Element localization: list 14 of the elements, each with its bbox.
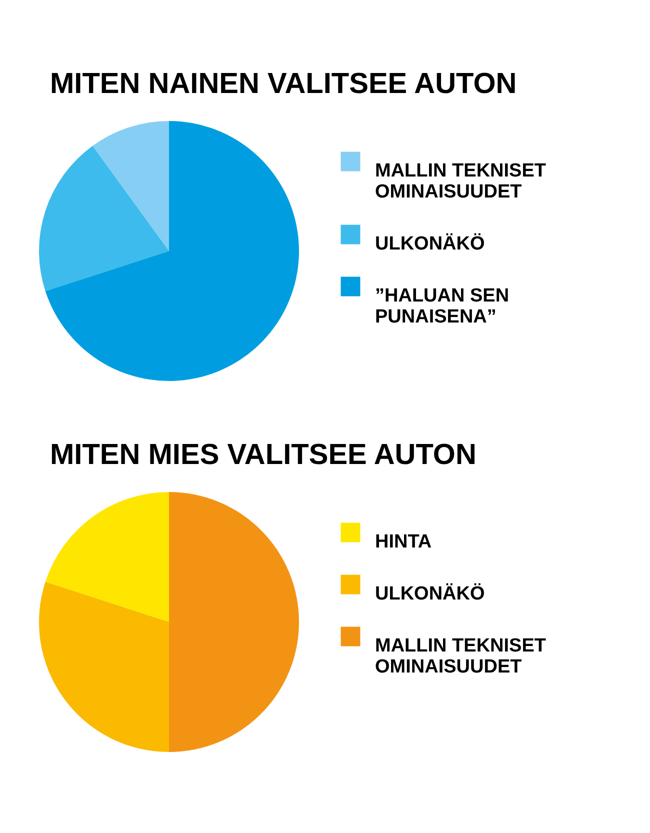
legend-label: MALLIN TEKNISET OMINAISUUDET xyxy=(375,160,546,202)
pie-slice xyxy=(45,121,299,381)
pie-slice xyxy=(39,582,169,752)
chart-title: MITEN MIES VALITSEE AUTON xyxy=(50,439,476,471)
legend-label: HINTA xyxy=(375,532,432,552)
pie-slice xyxy=(45,492,169,622)
pie-slice xyxy=(39,146,169,292)
pie-slice xyxy=(169,492,299,752)
pie-slice xyxy=(92,121,169,251)
legend-label: MALLIN TEKNISET OMINAISUUDET xyxy=(375,636,546,678)
legend-label: ”HALUAN SEN PUNAISENA” xyxy=(375,286,510,328)
legend-label: ULKONÄKÖ xyxy=(375,232,485,254)
legend-label: ULKONÄKÖ xyxy=(375,582,485,604)
chart-title: MITEN NAINEN VALITSEE AUTON xyxy=(50,68,517,100)
